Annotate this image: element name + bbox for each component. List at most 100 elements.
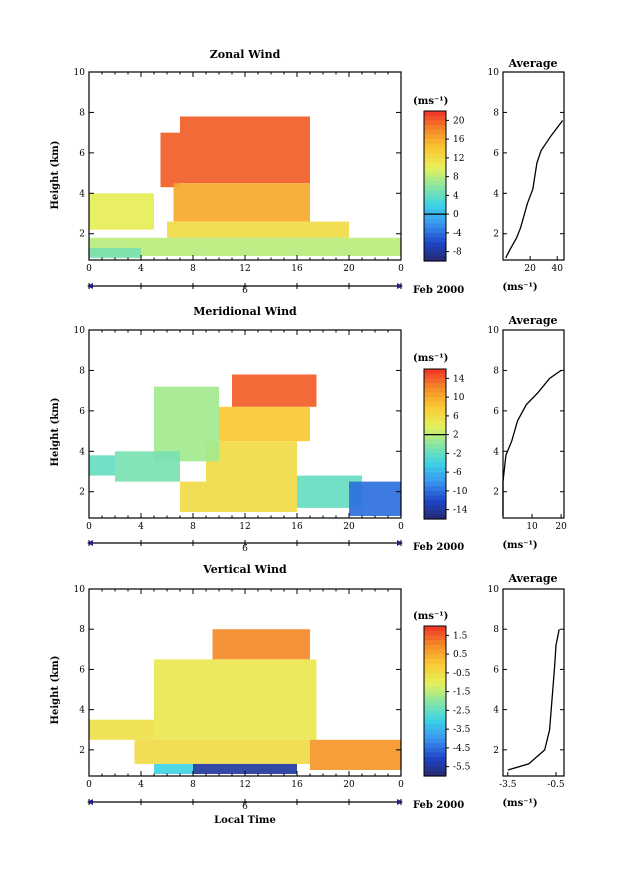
data-region [154, 659, 317, 740]
colorbar-swatch [424, 509, 446, 515]
colorbar-units: (ms⁻¹) [413, 353, 448, 364]
colorbar-swatch [424, 232, 446, 239]
average-x-tick-label: 20 [524, 264, 536, 274]
average-x-tick-label: -0.5 [547, 780, 565, 790]
average-x-tick-label: 20 [555, 522, 567, 532]
meridional-wind-panel: Meridional Wind Height (km) (ms⁻¹) Avera… [50, 305, 567, 554]
average-title: Average [507, 572, 557, 585]
colorbar-swatch [424, 467, 446, 473]
colorbar-swatch [424, 635, 446, 641]
data-region [173, 183, 310, 222]
colorbar-swatch [424, 752, 446, 758]
y-tick-label: 10 [74, 585, 86, 595]
colorbar-swatch [424, 486, 446, 492]
colorbar-tick-label: -14 [453, 506, 468, 516]
x-tick-label: 8 [190, 780, 196, 790]
panel-title: Meridional Wind [193, 305, 297, 318]
average-y-tick-label: 8 [493, 366, 499, 376]
x-tick-label: 8 [190, 522, 196, 532]
colorbar-swatch [424, 733, 446, 740]
x-tick-label: 4 [138, 264, 144, 274]
data-region [212, 629, 310, 660]
colorbar-units: (ms⁻¹) [413, 96, 448, 107]
y-axis-label: Height (km) [50, 141, 61, 210]
colorbar-swatch [424, 686, 446, 693]
colorbar-swatch [424, 209, 446, 215]
colorbar-swatch [424, 640, 446, 646]
data-region [154, 386, 219, 462]
colorbar-tick-label: 16 [453, 135, 465, 145]
zonal-wind-panel: Zonal Wind Height (km) (ms⁻¹) Average (m… [50, 48, 565, 296]
colorbar-swatch [424, 453, 446, 459]
colorbar-swatch [424, 115, 446, 121]
y-tick-label: 4 [79, 706, 85, 716]
average-y-tick-label: 2 [493, 488, 499, 498]
colorbar-tick-label: 4 [453, 191, 459, 201]
x-axis-label: Local Time [214, 815, 276, 826]
x-tick-label: 0 [398, 264, 404, 274]
y-tick-label: 8 [79, 108, 85, 118]
average-y-tick-label: 6 [493, 407, 499, 417]
data-region [89, 247, 141, 258]
colorbar-tick-label: -4 [453, 229, 462, 239]
x-tick-label: 0 [86, 522, 92, 532]
average-profile-line [502, 369, 562, 516]
average-x-tick-label: 10 [526, 522, 538, 532]
colorbar-swatch [424, 677, 446, 683]
colorbar-swatch [424, 761, 446, 768]
data-region [180, 481, 297, 512]
day-label: 6 [242, 544, 248, 554]
colorbar-swatch [424, 218, 446, 225]
date-label: Feb 2000 [413, 285, 464, 296]
data-region [167, 221, 349, 238]
y-tick-label: 6 [79, 407, 85, 417]
data-region [349, 481, 401, 516]
colorbar-tick-label: 0 [453, 210, 459, 220]
y-tick-label: 4 [79, 447, 85, 457]
average-y-tick-label: 8 [493, 108, 499, 118]
colorbar-frame [423, 625, 447, 777]
average-y-tick-label: 8 [493, 625, 499, 635]
x-tick-label: 0 [86, 780, 92, 790]
colorbar-tick-label: -0.5 [453, 669, 471, 679]
x-tick-label: 8 [190, 264, 196, 274]
colorbar-swatch [424, 458, 446, 464]
x-tick-label: 20 [343, 780, 355, 790]
panel-title: Vertical Wind [202, 563, 287, 576]
x-tick-label: 0 [398, 522, 404, 532]
colorbar-tick-label: 1.5 [453, 631, 468, 641]
data-region [154, 763, 193, 774]
average-x-tick-label: -3.5 [499, 780, 517, 790]
x-tick-label: 0 [398, 780, 404, 790]
colorbar-swatch [424, 153, 446, 159]
colorbar-swatch [424, 223, 446, 229]
colorbar-swatch [424, 504, 446, 511]
colorbar-units: (ms⁻¹) [413, 611, 448, 622]
x-tick-label: 12 [239, 264, 250, 274]
colorbar-swatch [424, 462, 446, 469]
colorbar-swatch [424, 663, 446, 669]
colorbar-tick-label: 12 [453, 154, 464, 164]
colorbar-swatch [424, 691, 446, 697]
colorbar-swatch [424, 134, 446, 140]
colorbar-swatch [424, 415, 446, 422]
colorbar-swatch [424, 429, 446, 436]
colorbar-swatch [424, 672, 446, 679]
data-region [232, 374, 317, 407]
colorbar-swatch [424, 766, 446, 772]
colorbar-tick-label: -3.5 [453, 725, 471, 735]
colorbar-tick-label: 8 [453, 173, 459, 183]
average-title: Average [507, 57, 557, 70]
colorbar-swatch [424, 630, 446, 636]
colorbar-swatch [424, 434, 446, 440]
colorbar-swatch [424, 715, 446, 721]
colorbar-swatch [424, 139, 446, 145]
colorbar-swatch [424, 387, 446, 394]
x-tick-label: 16 [291, 780, 303, 790]
colorbar-swatch [424, 120, 446, 126]
colorbar-tick-label: -8 [453, 248, 462, 258]
x-tick-label: 20 [343, 264, 355, 274]
data-region [89, 193, 154, 230]
colorbar-tick-label: 14 [453, 374, 465, 384]
